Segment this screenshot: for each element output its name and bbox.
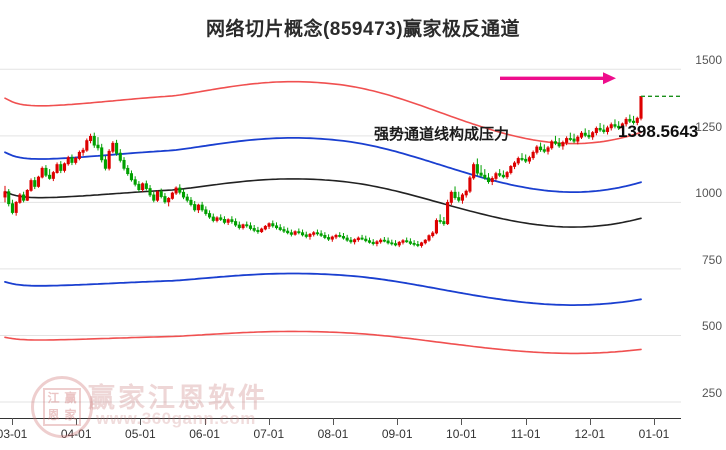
x-tick-mark xyxy=(397,418,399,425)
x-axis-tick-12-01: 12-01 xyxy=(574,427,606,441)
chart-plot-area xyxy=(0,40,726,418)
x-tick-mark xyxy=(654,418,655,425)
candlestick-svg xyxy=(0,68,681,403)
x-tick-mark xyxy=(140,418,142,425)
page-title: 网络切片概念(859473)赢家极反通道 xyxy=(205,19,521,40)
x-axis-tick-09-01: 09-01 xyxy=(381,427,413,441)
y-axis-tick-1500: 1500 xyxy=(695,53,722,68)
x-axis-tick-08-01: 08-01 xyxy=(317,427,349,441)
y-axis-tick-250: 250 xyxy=(701,386,722,401)
x-axis-tick-01-01: 01-01 xyxy=(638,427,670,441)
x-tick-mark xyxy=(333,418,334,425)
x-tick-mark xyxy=(76,418,78,425)
x-axis-tick-06-01: 06-01 xyxy=(189,427,220,441)
last-price-label: 1398.5643 xyxy=(618,122,699,141)
x-tick-mark xyxy=(461,418,463,425)
y-axis-tick-1000: 1000 xyxy=(695,186,722,201)
x-axis-tick-07-01: 07-01 xyxy=(253,427,285,441)
x-tick-mark xyxy=(12,418,13,425)
x-tick-mark xyxy=(525,418,527,425)
y-axis-tick-500: 500 xyxy=(701,319,722,334)
y-axis-tick-1250: 1250 xyxy=(695,119,722,134)
x-axis: 03-01 04-01 05-01 06-01 07-01 08-01 09-01 10-01… xyxy=(0,418,726,450)
x-axis-tick-03-01: 03-01 xyxy=(0,427,28,441)
x-axis-tick-05-01: 05-01 xyxy=(125,427,156,441)
y-axis-tick-750: 750 xyxy=(701,252,722,267)
x-tick-mark xyxy=(268,418,270,425)
x-tick-mark xyxy=(589,418,591,425)
x-axis-line xyxy=(0,418,681,419)
x-axis-tick-04-01: 04-01 xyxy=(60,427,92,441)
x-axis-tick-10-01: 10-01 xyxy=(446,427,477,441)
x-tick-mark xyxy=(204,418,206,425)
x-axis-tick-11-01: 11-01 xyxy=(510,427,541,441)
annotation-text: 强势通道线构成压力 xyxy=(374,126,510,143)
